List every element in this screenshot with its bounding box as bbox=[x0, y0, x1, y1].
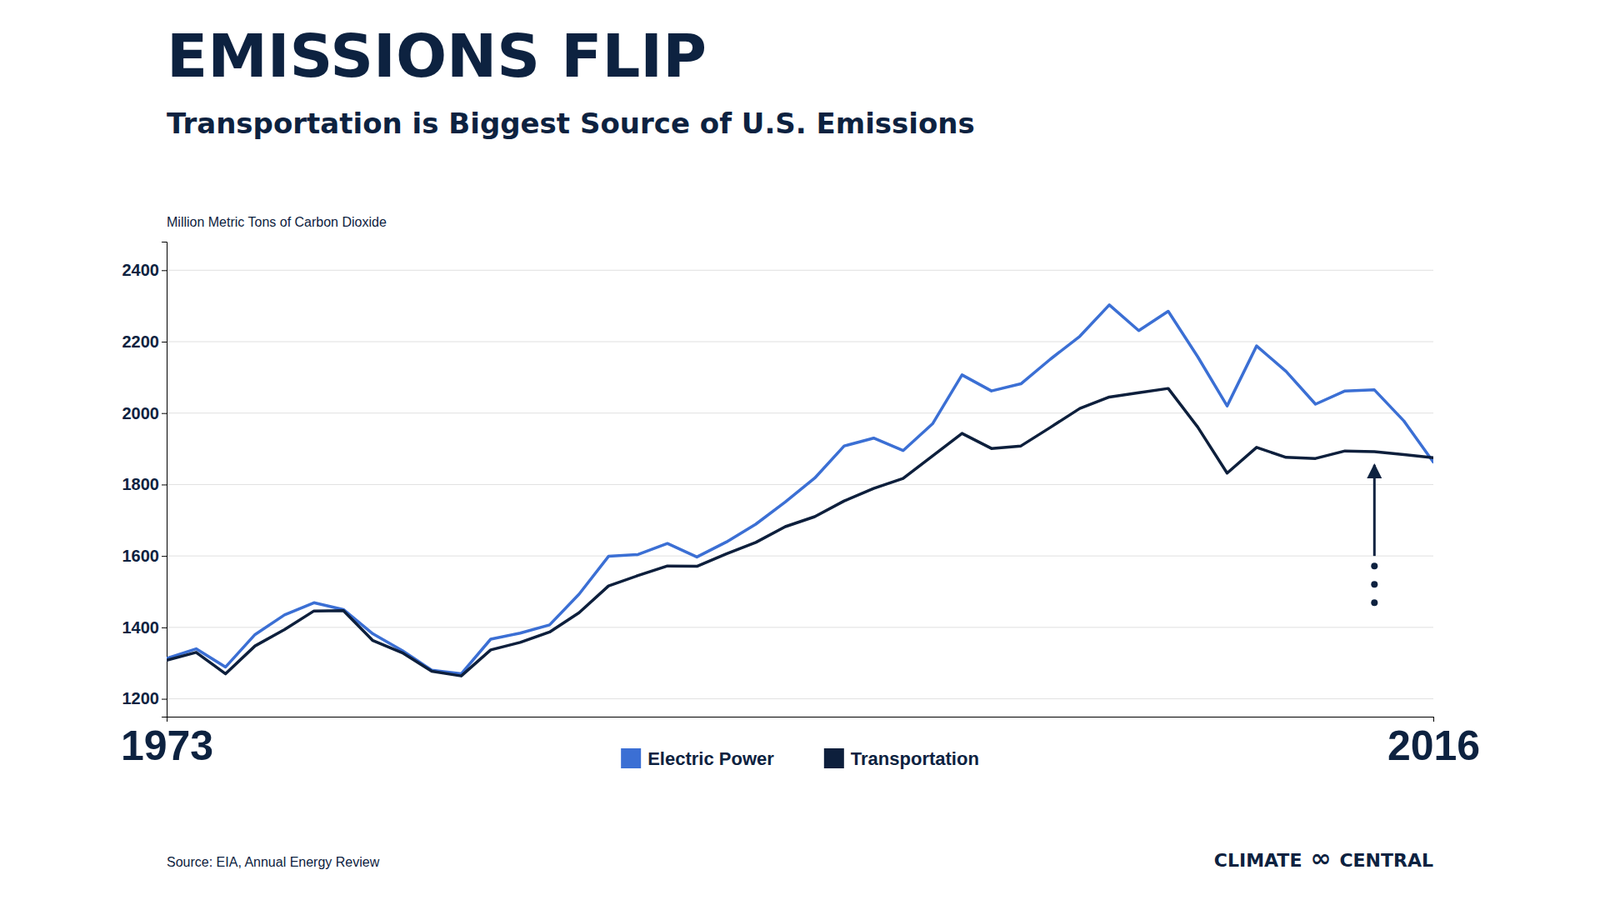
y-tick: 2000 bbox=[122, 404, 168, 423]
x-tick-mark bbox=[166, 716, 168, 722]
grid-line bbox=[166, 698, 1434, 700]
y-tick-label: 1200 bbox=[122, 689, 160, 708]
grid-line bbox=[166, 555, 1434, 557]
chart: EMISSIONS FLIP Transportation is Biggest … bbox=[0, 0, 1600, 900]
y-tick-label: 2000 bbox=[122, 404, 160, 423]
legend: Electric Power Transportation bbox=[620, 748, 980, 770]
y-tick-mark bbox=[161, 555, 167, 557]
y-tick-label: 2200 bbox=[122, 332, 160, 351]
x-axis-line bbox=[167, 717, 1435, 723]
x-tick-mark bbox=[1433, 716, 1435, 722]
y-tick: 1600 bbox=[122, 546, 168, 565]
x-tick: 2016 bbox=[1387, 716, 1480, 770]
grid-line bbox=[166, 341, 1434, 343]
logo-text: CENTRAL bbox=[1339, 850, 1434, 871]
legend-label: Electric Power bbox=[647, 748, 775, 770]
y-tick-label: 2400 bbox=[122, 260, 160, 280]
series-line bbox=[166, 305, 1434, 675]
grid-line bbox=[166, 412, 1434, 414]
y-tick-mark bbox=[161, 270, 167, 271]
subtitle: Transportation is Biggest Source of U.S.… bbox=[166, 106, 975, 140]
y-tick-mark bbox=[161, 699, 167, 700]
grid-line bbox=[166, 626, 1434, 628]
legend-item: Electric Power bbox=[620, 748, 775, 770]
grid-line bbox=[166, 484, 1434, 485]
logo-text: CLIMATE bbox=[1214, 850, 1303, 871]
y-tick-mark bbox=[161, 413, 167, 415]
x-tick-label: 1973 bbox=[120, 722, 214, 770]
x-tick-label: 2016 bbox=[1387, 722, 1480, 770]
y-tick-label: 1400 bbox=[122, 618, 160, 637]
source: Source: EIA, Annual Energy Review bbox=[166, 855, 380, 870]
legend-swatch bbox=[824, 748, 845, 769]
logo-text: ∞ bbox=[1310, 843, 1331, 873]
y-tick: 1200 bbox=[122, 689, 168, 708]
plot-area bbox=[166, 305, 1434, 676]
legend-item: Transportation bbox=[824, 748, 980, 770]
annotation-arrow bbox=[1373, 465, 1376, 556]
y-tick: 1800 bbox=[122, 475, 168, 494]
grid-line bbox=[166, 270, 1434, 271]
annotations bbox=[1370, 465, 1378, 606]
annotation-dot bbox=[1370, 580, 1378, 588]
y-axis-label: Million Metric Tons of Carbon Dioxide bbox=[166, 215, 387, 230]
legend-label: Transportation bbox=[850, 748, 980, 770]
y-tick: 2400 bbox=[122, 260, 168, 280]
x-axis: 1973 2016 bbox=[120, 716, 1480, 770]
y-tick-mark bbox=[161, 484, 167, 485]
annotation-dot bbox=[1370, 562, 1378, 570]
y-tick-mark bbox=[161, 627, 167, 629]
grid bbox=[166, 270, 1434, 699]
y-tick: 1400 bbox=[122, 618, 168, 637]
y-axis: 1200 1400 1600 1800 2000 2200 2400 bbox=[122, 242, 168, 718]
x-tick: 1973 bbox=[120, 716, 214, 770]
legend-swatch bbox=[620, 748, 641, 769]
y-tick-label: 1800 bbox=[122, 475, 160, 494]
annotation-dot bbox=[1370, 599, 1378, 606]
logo: CLIMATE ∞ CENTRAL bbox=[1214, 843, 1434, 873]
title: EMISSIONS FLIP bbox=[166, 20, 707, 91]
series-line bbox=[166, 388, 1434, 676]
y-tick-label: 1600 bbox=[122, 546, 160, 565]
y-axis-line bbox=[161, 242, 168, 718]
y-tick-mark bbox=[161, 341, 167, 343]
y-tick: 2200 bbox=[122, 332, 168, 351]
